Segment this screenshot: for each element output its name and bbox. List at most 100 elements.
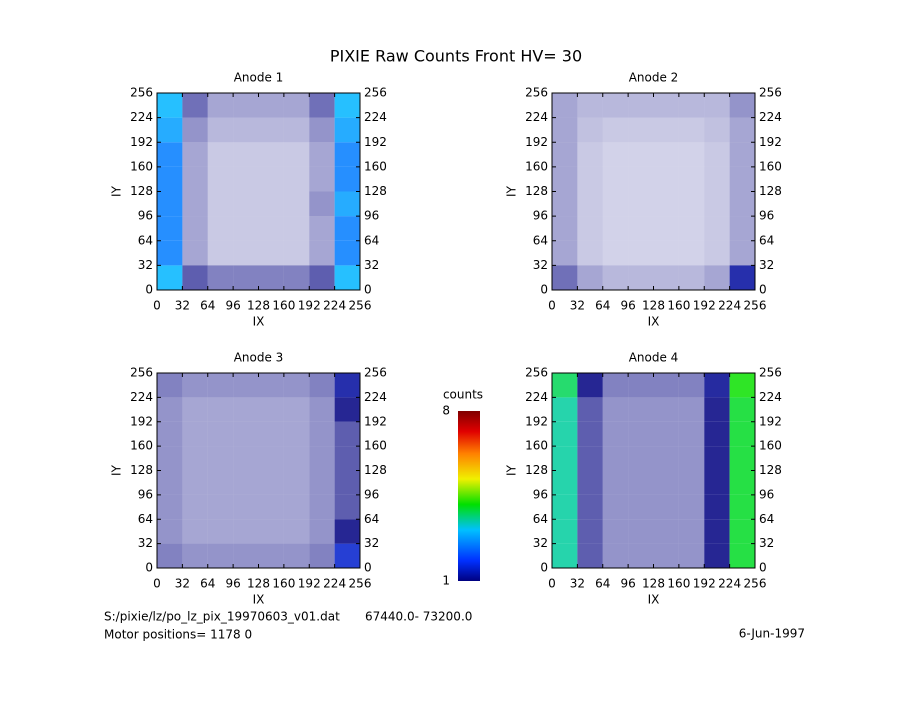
- heat-cell: [577, 93, 603, 118]
- y-tick-label: 128: [525, 184, 548, 198]
- heat-cell: [283, 117, 310, 143]
- heat-cell: [729, 166, 755, 192]
- x-tick-label: 192: [298, 577, 321, 591]
- heat-cell: [628, 373, 654, 398]
- heat-cell: [207, 446, 234, 471]
- heat-cell: [182, 265, 208, 290]
- x-tick-label: 128: [642, 577, 665, 591]
- x-tick-label: 32: [570, 299, 585, 313]
- heat-cell: [552, 494, 578, 520]
- heat-cell: [729, 265, 755, 290]
- heat-cell: [207, 373, 234, 398]
- x-tick-label: 192: [298, 299, 321, 313]
- page-title: PIXIE Raw Counts Front HV= 30: [330, 47, 582, 66]
- y2-tick-label: 256: [364, 86, 387, 100]
- heat-cell: [182, 240, 208, 266]
- x-tick-label: 256: [744, 577, 767, 591]
- heat-cell: [283, 543, 310, 568]
- heat-cell: [628, 166, 654, 192]
- heat-cell: [628, 421, 654, 447]
- heat-cell: [233, 494, 259, 520]
- heat-cell: [628, 470, 654, 495]
- heat-cell: [729, 519, 755, 544]
- heat-cell: [157, 397, 183, 422]
- x-tick-label: 0: [548, 299, 556, 313]
- heat-cell: [577, 519, 603, 544]
- heat-cell: [577, 373, 603, 398]
- heat-cell: [258, 543, 284, 568]
- heat-cell: [334, 142, 360, 167]
- heat-cell: [283, 142, 310, 167]
- footer-motor: Motor positions= 1178 0: [104, 628, 252, 642]
- heat-cell: [704, 117, 730, 143]
- heat-cell: [309, 166, 335, 192]
- heat-cell: [729, 142, 755, 167]
- heat-cell: [678, 265, 705, 290]
- heat-cell: [283, 470, 310, 495]
- heat-cell: [233, 240, 259, 266]
- y-tick-label: 64: [138, 512, 153, 526]
- heat-cell: [283, 373, 310, 398]
- heat-cell: [283, 166, 310, 192]
- heat-cell: [704, 543, 730, 568]
- heat-cell: [233, 166, 259, 192]
- heat-cell: [628, 446, 654, 471]
- heat-cell: [309, 470, 335, 495]
- x-tick-label: 128: [247, 299, 270, 313]
- y-tick-label: 0: [145, 561, 153, 575]
- heat-cell: [552, 543, 578, 568]
- heat-cell: [258, 470, 284, 495]
- heat-cell: [309, 240, 335, 266]
- heat-cell: [157, 142, 183, 167]
- heat-cell: [233, 397, 259, 422]
- heat-cell: [157, 117, 183, 143]
- x-tick-label: 256: [744, 299, 767, 313]
- heat-cell: [552, 265, 578, 290]
- y2-tick-label: 128: [364, 463, 387, 477]
- x-tick-label: 224: [718, 577, 741, 591]
- heat-cell: [552, 240, 578, 266]
- heat-cell: [704, 93, 730, 118]
- heat-cell: [552, 191, 578, 217]
- heat-cell: [602, 166, 629, 192]
- heat-cell: [552, 117, 578, 143]
- y-tick-label: 32: [138, 258, 153, 272]
- y-tick-label: 256: [130, 366, 153, 380]
- x-tick-label: 32: [570, 577, 585, 591]
- heat-cell: [552, 446, 578, 471]
- x-tick-label: 160: [272, 299, 295, 313]
- y-tick-label: 96: [138, 209, 153, 223]
- heat-cell: [628, 216, 654, 241]
- y2-tick-label: 64: [364, 233, 379, 247]
- heat-cell: [157, 519, 183, 544]
- heat-cell: [233, 543, 259, 568]
- y-tick-label: 160: [130, 159, 153, 173]
- heat-cell: [207, 191, 234, 217]
- heat-cell: [258, 494, 284, 520]
- heat-cell: [729, 543, 755, 568]
- y2-tick-label: 128: [759, 184, 782, 198]
- heat-cell: [207, 519, 234, 544]
- heat-cell: [207, 397, 234, 422]
- heat-cell: [157, 216, 183, 241]
- heat-cell: [602, 470, 629, 495]
- y2-tick-label: 64: [759, 233, 774, 247]
- heat-cell: [182, 446, 208, 471]
- heat-cell: [182, 142, 208, 167]
- heat-cell: [602, 494, 629, 520]
- heat-cell: [334, 519, 360, 544]
- heat-cell: [552, 470, 578, 495]
- colorbar-tick-label: 8: [442, 404, 450, 418]
- heat-cell: [678, 543, 705, 568]
- heat-cell: [233, 142, 259, 167]
- heat-cell: [182, 166, 208, 192]
- heat-cell: [207, 166, 234, 192]
- y-tick-label: 160: [525, 159, 548, 173]
- heat-cell: [678, 446, 705, 471]
- x-tick-label: 160: [272, 577, 295, 591]
- heat-cell: [602, 191, 629, 217]
- heat-cell: [157, 494, 183, 520]
- heat-cell: [628, 494, 654, 520]
- y-tick-label: 64: [533, 512, 548, 526]
